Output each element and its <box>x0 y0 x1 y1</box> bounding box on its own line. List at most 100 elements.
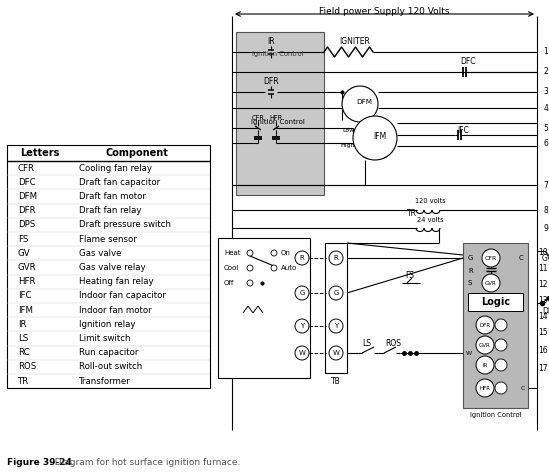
Text: TR: TR <box>407 209 417 218</box>
Circle shape <box>295 346 309 360</box>
Circle shape <box>247 265 253 271</box>
Text: CFR: CFR <box>251 115 265 121</box>
Text: Off: Off <box>224 280 234 286</box>
Text: HFR: HFR <box>18 277 36 286</box>
Text: GVR: GVR <box>18 263 37 272</box>
Text: Low: Low <box>343 128 355 132</box>
Text: 9: 9 <box>543 224 548 233</box>
Circle shape <box>329 346 343 360</box>
Text: HFR: HFR <box>270 115 283 121</box>
Text: S: S <box>468 280 472 286</box>
Text: CFR: CFR <box>18 164 35 173</box>
Text: Transformer: Transformer <box>79 377 131 385</box>
Text: R: R <box>300 255 304 261</box>
Text: LS: LS <box>18 334 28 343</box>
Text: 6: 6 <box>543 139 548 148</box>
Bar <box>463 243 528 408</box>
Circle shape <box>495 319 507 331</box>
Text: Cool: Cool <box>224 265 239 271</box>
Text: G: G <box>468 255 473 261</box>
Text: Component: Component <box>105 148 169 158</box>
Circle shape <box>495 382 507 394</box>
Text: Gas valve: Gas valve <box>79 249 121 258</box>
Text: Indoor fan capacitor: Indoor fan capacitor <box>79 291 166 300</box>
Circle shape <box>342 86 378 122</box>
Text: Diagram for hot surface ignition furnace.: Diagram for hot surface ignition furnace… <box>49 457 240 466</box>
Bar <box>7 145 210 388</box>
Circle shape <box>295 251 309 265</box>
Circle shape <box>329 251 343 265</box>
Text: Letters: Letters <box>20 148 60 158</box>
Text: Ignition Control: Ignition Control <box>252 51 304 57</box>
Circle shape <box>295 286 309 300</box>
Text: Field power Supply 120 Volts: Field power Supply 120 Volts <box>320 7 450 16</box>
Circle shape <box>271 265 277 271</box>
Circle shape <box>476 336 494 354</box>
Text: 12: 12 <box>539 280 548 289</box>
Text: G: G <box>333 290 339 296</box>
Text: IFC: IFC <box>18 291 31 300</box>
Text: IR: IR <box>267 37 275 46</box>
Text: 4: 4 <box>543 104 548 113</box>
Text: CFR: CFR <box>485 255 497 261</box>
Circle shape <box>247 280 253 286</box>
Text: 10: 10 <box>539 247 548 256</box>
Text: Ignition relay: Ignition relay <box>79 320 136 329</box>
Text: Figure 39-24: Figure 39-24 <box>7 457 72 466</box>
Text: IFM: IFM <box>18 306 33 315</box>
Text: TB: TB <box>331 377 341 385</box>
Text: R: R <box>468 268 473 274</box>
Bar <box>468 293 523 311</box>
Text: GV: GV <box>542 254 549 263</box>
Text: ROS: ROS <box>385 339 401 348</box>
Text: Heat: Heat <box>224 250 240 256</box>
Circle shape <box>495 339 507 351</box>
Text: Ignition Control: Ignition Control <box>470 412 521 418</box>
Text: C: C <box>518 255 523 261</box>
Text: W: W <box>466 350 472 356</box>
Circle shape <box>476 379 494 397</box>
Text: 120 volts: 120 volts <box>414 198 445 204</box>
Text: Draft pressure switch: Draft pressure switch <box>79 220 171 229</box>
Text: 14: 14 <box>539 312 548 321</box>
Text: Draft fan capacitor: Draft fan capacitor <box>79 178 160 187</box>
Text: G: G <box>299 290 305 296</box>
Text: IFM: IFM <box>373 131 386 140</box>
Text: Draft fan motor: Draft fan motor <box>79 192 146 201</box>
Text: W: W <box>299 350 305 356</box>
Text: Limit switch: Limit switch <box>79 334 131 343</box>
Text: DPS: DPS <box>542 307 549 315</box>
Text: DFR: DFR <box>263 78 279 87</box>
Text: 3: 3 <box>543 88 548 96</box>
Text: R: R <box>334 255 338 261</box>
Text: 2: 2 <box>544 68 548 77</box>
Text: Roll-out switch: Roll-out switch <box>79 362 142 371</box>
Bar <box>218 238 310 378</box>
Text: 16: 16 <box>539 345 548 354</box>
Text: 24 volts: 24 volts <box>417 217 443 223</box>
Bar <box>325 243 347 373</box>
Text: DFR: DFR <box>479 323 491 327</box>
Text: Ignition Control: Ignition Control <box>251 119 305 125</box>
Circle shape <box>476 316 494 334</box>
Circle shape <box>353 116 397 160</box>
Text: FS: FS <box>18 235 29 244</box>
Text: GVR: GVR <box>479 342 491 348</box>
Text: DFM: DFM <box>356 99 372 105</box>
Text: IR: IR <box>18 320 26 329</box>
Circle shape <box>482 249 500 267</box>
Text: IFC: IFC <box>457 125 469 134</box>
Text: IR: IR <box>483 362 488 368</box>
Circle shape <box>329 286 343 300</box>
Text: High: High <box>340 142 355 148</box>
Text: 8: 8 <box>544 205 548 214</box>
Text: 15: 15 <box>539 327 548 336</box>
Text: 5: 5 <box>543 123 548 132</box>
Text: Indoor fan motor: Indoor fan motor <box>79 306 152 315</box>
Circle shape <box>482 274 500 292</box>
Text: 1: 1 <box>544 47 548 56</box>
Text: Y: Y <box>334 323 338 329</box>
Text: Flame sensor: Flame sensor <box>79 235 137 244</box>
Bar <box>236 32 324 195</box>
Text: RC: RC <box>18 348 30 357</box>
